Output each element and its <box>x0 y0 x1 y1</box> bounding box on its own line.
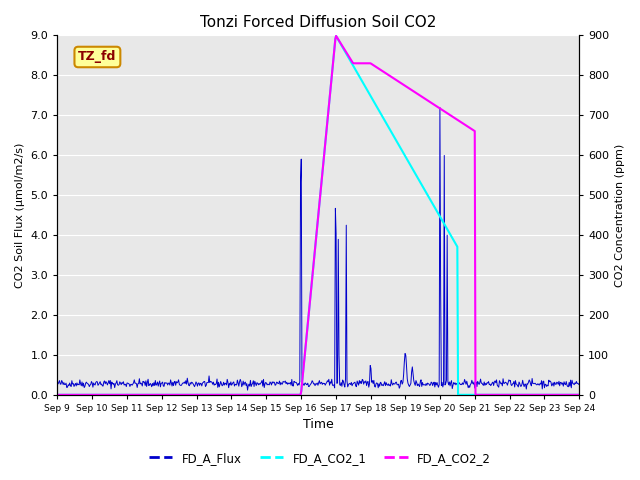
Title: Tonzi Forced Diffusion Soil CO2: Tonzi Forced Diffusion Soil CO2 <box>200 15 436 30</box>
Legend: FD_A_Flux, FD_A_CO2_1, FD_A_CO2_2: FD_A_Flux, FD_A_CO2_1, FD_A_CO2_2 <box>144 447 496 469</box>
X-axis label: Time: Time <box>303 419 333 432</box>
Y-axis label: CO2 Soil Flux (μmol/m2/s): CO2 Soil Flux (μmol/m2/s) <box>15 143 25 288</box>
Y-axis label: CO2 Concentration (ppm): CO2 Concentration (ppm) <box>615 144 625 287</box>
Text: TZ_fd: TZ_fd <box>78 50 116 63</box>
